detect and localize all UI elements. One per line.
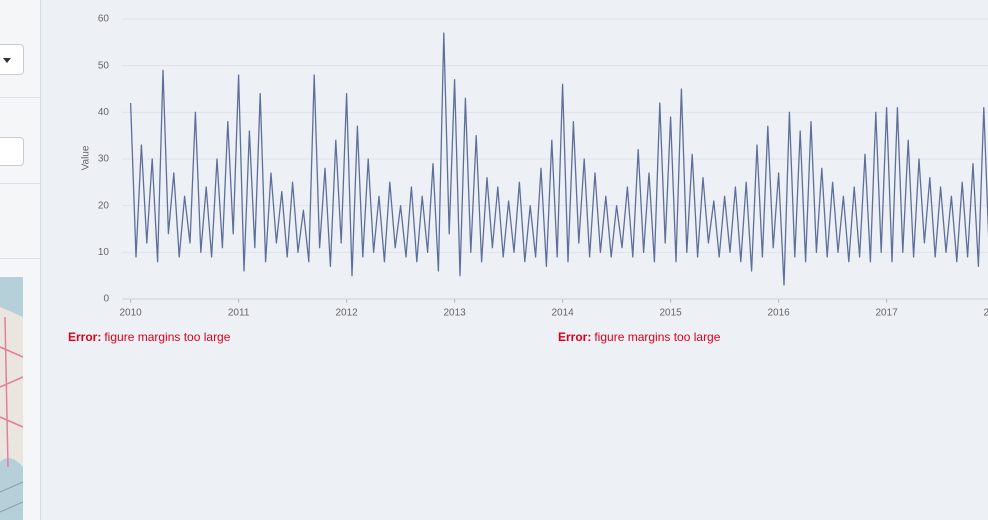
- x-tick-label: 2014: [552, 308, 575, 319]
- y-tick-label: 50: [98, 60, 110, 71]
- y-tick-label: 20: [98, 200, 110, 211]
- chart: Value 0 10 20 30 40 50 60 2010 2011 2012 2013 2014 2…: [81, 14, 988, 319]
- divider: [0, 97, 40, 98]
- error-text: figure margins too large: [104, 330, 231, 344]
- x-tick-label: 2017: [876, 308, 899, 319]
- error-label: Error:: [558, 330, 592, 344]
- sidebar: [0, 0, 41, 520]
- y-axis-label: Value: [81, 145, 92, 170]
- error-message: Error: figure margins too large: [68, 330, 230, 344]
- x-tick-label: 2012: [336, 308, 359, 319]
- x-tick-label: 2010: [120, 308, 143, 319]
- x-tick-label: 2015: [660, 308, 683, 319]
- x-tick-label: 2018: [984, 308, 988, 319]
- error-text: figure margins too large: [594, 330, 721, 344]
- x-tick-label: 2011: [228, 308, 250, 319]
- x-tick-label: 2013: [444, 308, 467, 319]
- caret: [3, 58, 11, 63]
- y-tick-label: 0: [103, 294, 109, 305]
- text-input[interactable]: [0, 137, 24, 166]
- y-tick-label: 60: [98, 14, 110, 25]
- y-tick-label: 30: [98, 154, 110, 165]
- y-tick-label: 10: [98, 247, 110, 258]
- series-line: [129, 32, 988, 286]
- error-message: Error: figure margins too large: [558, 330, 720, 344]
- map[interactable]: [0, 277, 23, 520]
- y-tick-label: 40: [98, 107, 110, 118]
- dropdown[interactable]: [0, 44, 24, 75]
- x-tick-label: 2016: [768, 308, 791, 319]
- divider: [0, 258, 40, 259]
- error-label: Error:: [68, 330, 102, 344]
- divider: [0, 183, 40, 184]
